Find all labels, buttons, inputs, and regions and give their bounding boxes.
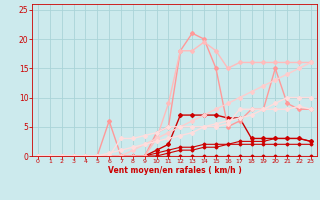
- X-axis label: Vent moyen/en rafales ( km/h ): Vent moyen/en rafales ( km/h ): [108, 166, 241, 175]
